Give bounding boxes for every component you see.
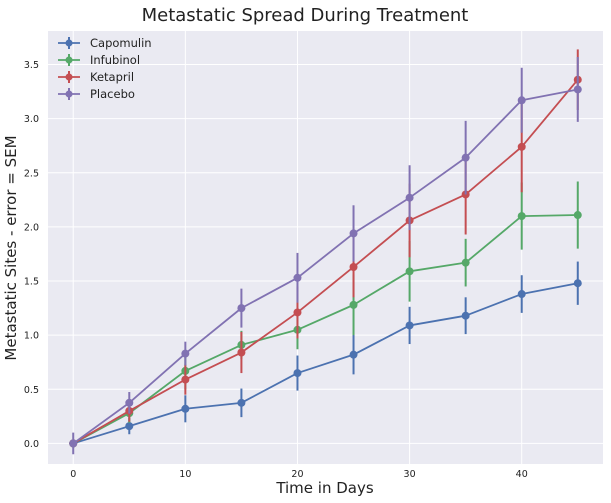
legend-item-infubinol: Infubinol: [58, 53, 140, 67]
x-tick-label: 30: [404, 469, 416, 480]
legend-label: Capomulin: [90, 36, 152, 50]
data-point: [69, 439, 78, 448]
legend-label: Placebo: [90, 87, 135, 101]
chart-title: Metastatic Spread During Treatment: [142, 5, 469, 26]
legend-item-placebo: Placebo: [58, 87, 135, 101]
data-point: [517, 142, 526, 151]
data-point: [293, 273, 302, 282]
tick-labels: 0 10 20 30 40 0.0 0.5 1.0 1.5 2.0 2.5 3.0 3.5: [24, 60, 528, 480]
y-tick-label: 1.5: [24, 277, 39, 288]
y-tick-label: 3.0: [24, 114, 39, 125]
legend-marker: [65, 73, 73, 81]
data-point: [181, 404, 190, 413]
data-point: [237, 348, 246, 357]
legend-item-ketapril: Ketapril: [58, 70, 134, 84]
data-point: [461, 258, 470, 267]
y-axis-label: Metastatic Sites - error = SEM: [2, 135, 20, 360]
x-tick-label: 10: [179, 469, 191, 480]
data-point: [405, 193, 414, 202]
data-point: [349, 300, 358, 309]
legend-label: Infubinol: [90, 53, 140, 67]
data-point: [181, 349, 190, 358]
y-tick-label: 2.0: [24, 222, 39, 233]
data-point: [237, 398, 246, 407]
data-point: [349, 229, 358, 238]
grid-lines: [48, 31, 603, 464]
y-tick-label: 1.0: [24, 331, 39, 342]
data-point: [125, 398, 134, 407]
series-line: [72, 282, 578, 445]
data-point: [349, 262, 358, 271]
series-line: [72, 79, 579, 445]
data-point: [573, 279, 582, 288]
series-layer: [69, 49, 582, 455]
data-point: [517, 212, 526, 221]
legend-item-capomulin: Capomulin: [58, 36, 152, 50]
x-tick-label: 40: [516, 469, 528, 480]
data-point: [573, 211, 582, 220]
data-point: [181, 375, 190, 384]
series-placebo: [69, 56, 582, 455]
x-tick-label: 20: [291, 469, 303, 480]
data-point: [405, 321, 414, 330]
data-point: [293, 369, 302, 378]
legend-marker: [65, 39, 73, 47]
legend-label: Ketapril: [90, 70, 134, 84]
data-point: [573, 85, 582, 94]
series-capomulin: [69, 261, 582, 448]
data-point: [461, 311, 470, 320]
y-tick-label: 0.0: [24, 439, 39, 450]
data-point: [349, 350, 358, 359]
y-tick-label: 3.5: [24, 60, 39, 71]
legend-marker: [65, 90, 73, 98]
x-tick-label: 0: [70, 469, 76, 480]
data-point: [405, 267, 414, 276]
data-point: [293, 308, 302, 317]
data-point: [517, 96, 526, 105]
series-line: [72, 214, 578, 445]
data-point: [517, 290, 526, 299]
data-point: [237, 304, 246, 313]
legend: Capomulin Infubinol Ketapril Placebo: [58, 36, 152, 101]
legend-marker: [65, 56, 73, 64]
data-point: [125, 422, 134, 431]
y-tick-label: 0.5: [24, 385, 39, 396]
x-axis-label: Time in Days: [275, 479, 374, 497]
y-tick-label: 2.5: [24, 168, 39, 179]
series-line: [72, 88, 578, 445]
data-point: [461, 153, 470, 162]
